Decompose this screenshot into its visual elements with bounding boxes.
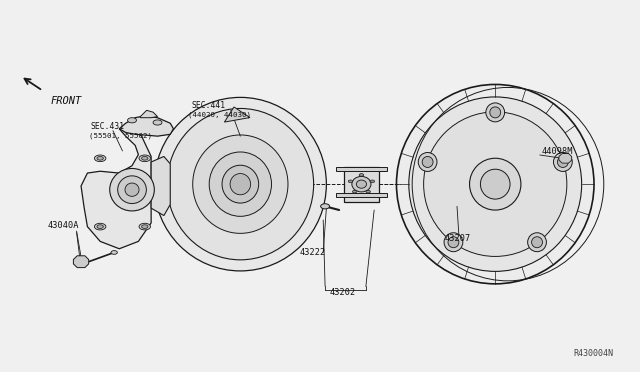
Ellipse shape bbox=[139, 155, 150, 161]
Ellipse shape bbox=[353, 190, 357, 193]
Ellipse shape bbox=[370, 180, 374, 183]
Ellipse shape bbox=[359, 174, 364, 176]
Polygon shape bbox=[225, 107, 250, 122]
Ellipse shape bbox=[222, 165, 259, 203]
Ellipse shape bbox=[554, 153, 572, 171]
FancyBboxPatch shape bbox=[336, 167, 387, 171]
Ellipse shape bbox=[481, 169, 510, 199]
Text: 43207: 43207 bbox=[444, 234, 470, 243]
Ellipse shape bbox=[490, 107, 500, 118]
Text: FRONT: FRONT bbox=[51, 96, 82, 106]
Ellipse shape bbox=[352, 176, 371, 192]
Ellipse shape bbox=[470, 158, 521, 210]
Text: SEC.441: SEC.441 bbox=[191, 102, 225, 110]
Ellipse shape bbox=[348, 180, 353, 183]
Ellipse shape bbox=[366, 190, 371, 193]
Ellipse shape bbox=[396, 84, 594, 284]
Ellipse shape bbox=[127, 118, 136, 123]
Text: (44020, 44030): (44020, 44030) bbox=[188, 112, 251, 118]
Ellipse shape bbox=[527, 233, 547, 252]
Text: SEC.431: SEC.431 bbox=[91, 122, 125, 131]
Ellipse shape bbox=[125, 183, 139, 196]
Polygon shape bbox=[74, 256, 89, 267]
Ellipse shape bbox=[409, 97, 582, 272]
Ellipse shape bbox=[356, 180, 367, 188]
Ellipse shape bbox=[154, 97, 326, 271]
Text: 44098M: 44098M bbox=[541, 147, 573, 155]
Ellipse shape bbox=[118, 176, 147, 203]
Ellipse shape bbox=[557, 157, 568, 167]
Ellipse shape bbox=[448, 237, 459, 248]
FancyBboxPatch shape bbox=[344, 167, 379, 202]
Ellipse shape bbox=[141, 157, 148, 160]
Ellipse shape bbox=[95, 223, 106, 230]
Text: 43222: 43222 bbox=[300, 248, 326, 257]
Polygon shape bbox=[559, 154, 572, 163]
Text: R430004N: R430004N bbox=[573, 349, 613, 358]
FancyBboxPatch shape bbox=[336, 193, 387, 197]
Ellipse shape bbox=[109, 169, 154, 211]
Ellipse shape bbox=[95, 155, 106, 161]
Polygon shape bbox=[140, 110, 157, 118]
Polygon shape bbox=[151, 157, 170, 215]
Ellipse shape bbox=[424, 112, 567, 256]
Text: 43202: 43202 bbox=[330, 288, 356, 297]
Ellipse shape bbox=[97, 225, 103, 228]
Text: 43040A: 43040A bbox=[47, 221, 79, 231]
Ellipse shape bbox=[97, 157, 103, 160]
Ellipse shape bbox=[444, 233, 463, 252]
Ellipse shape bbox=[167, 109, 314, 260]
Ellipse shape bbox=[139, 223, 150, 230]
Ellipse shape bbox=[422, 157, 433, 167]
Ellipse shape bbox=[486, 103, 504, 122]
Ellipse shape bbox=[321, 204, 330, 209]
Ellipse shape bbox=[209, 152, 271, 217]
Ellipse shape bbox=[153, 120, 162, 125]
Ellipse shape bbox=[418, 153, 437, 171]
Ellipse shape bbox=[141, 225, 148, 228]
Ellipse shape bbox=[532, 237, 543, 248]
Polygon shape bbox=[119, 116, 173, 136]
Polygon shape bbox=[81, 127, 151, 249]
Ellipse shape bbox=[111, 251, 117, 254]
Text: (55501, 55502): (55501, 55502) bbox=[89, 132, 152, 139]
Ellipse shape bbox=[230, 174, 251, 195]
Ellipse shape bbox=[193, 135, 288, 233]
